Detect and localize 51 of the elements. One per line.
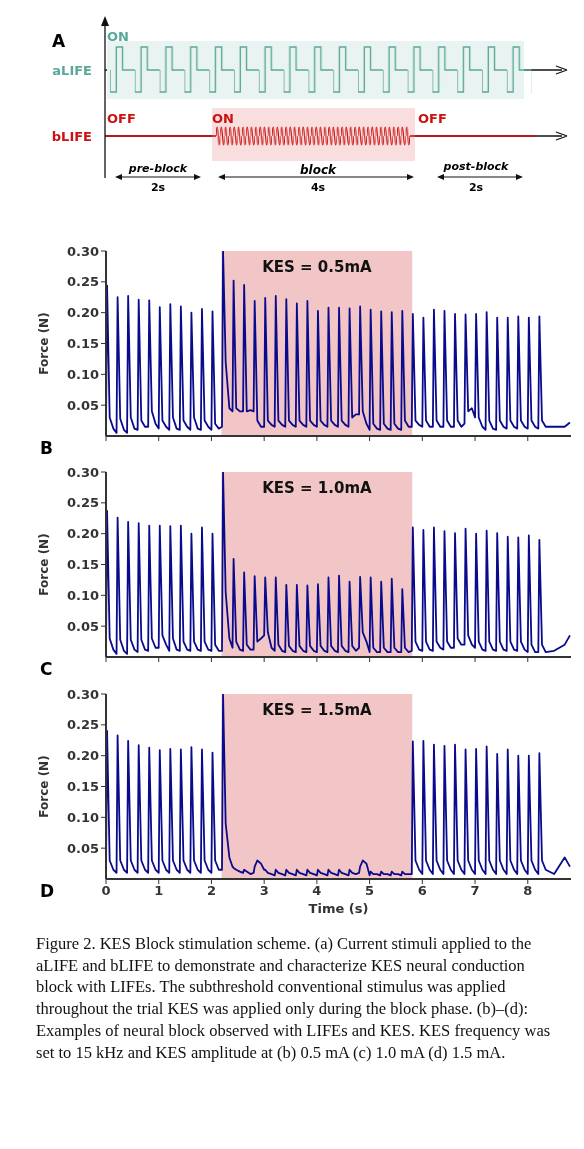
x-tick-label: 6 [417,883,427,899]
y-tick-label: 0.30 [66,464,99,480]
text: aLIFE [52,63,92,78]
x-tick-label: 1 [154,883,164,899]
y-tick-label: 0.25 [66,274,99,290]
y-tick-label: 0.05 [66,397,99,413]
text: 2s [150,181,166,194]
y-tick-label: 0.10 [66,366,99,382]
text: C [40,659,53,679]
y-tick-label: 0.15 [66,336,99,352]
text: block [299,163,338,177]
y-tick-label: 0.20 [66,526,99,542]
y-tick-label: 0.20 [66,748,99,764]
text: B [40,438,53,458]
y-tick-label: 0.05 [66,840,99,856]
x-tick-label: 4 [312,883,322,899]
y-tick-label: 0.15 [66,779,99,795]
text: OFF [418,111,447,126]
text: ON [212,111,234,126]
x-axis-title: Time (s) [308,901,369,916]
y-axis-title: Force (N) [37,312,52,375]
text: OFF [107,111,136,126]
y-axis-title: Force (N) [37,755,52,818]
text: 4s [310,181,326,194]
text: D [40,881,55,901]
band-label: KES = 0.5mA [262,257,373,276]
y-tick-label: 0.10 [66,587,99,603]
text: A [52,31,66,51]
x-tick-label: 0 [101,883,111,899]
y-tick-label: 0.30 [66,243,99,259]
y-tick-label: 0.10 [66,809,99,825]
text: post-block [442,160,510,173]
band-label: KES = 1.5mA [262,700,373,719]
x-tick-label: 8 [523,883,533,899]
y-axis-title: Force (N) [37,533,52,596]
text: pre-block [127,162,188,175]
y-tick-label: 0.15 [66,557,99,573]
y-tick-label: 0.25 [66,495,99,511]
text: bLIFE [51,129,92,144]
y-tick-label: 0.20 [66,305,99,321]
x-tick-label: 2 [206,883,216,899]
caption: Figure 2. KES Block stimulation scheme. (a) Current stimuli applied to the aLIFE and bLIFE to demonstrate and characterize KES neural conduction block with LIFEs. The subthreshold conventional stimulus was applied throughout the trial KES was applied only during the block phase. (b)–(d): Examples of neural block observed with LIFEs and KES. KES frequency was set to 15 kHz and KES amplitude at (b) 0.5 mA (c) 1.0 mA (d) 1.5 mA. [36,933,552,1064]
x-tick-label: 7 [470,883,480,899]
y-tick-label: 0.05 [66,618,99,634]
y-tick-label: 0.25 [66,717,99,733]
text: 2s [468,181,484,194]
band-label: KES = 1.0mA [262,478,373,497]
y-tick-label: 0.30 [66,686,99,702]
text: ON [107,29,129,44]
x-tick-label: 5 [365,883,375,899]
x-tick-label: 3 [259,883,269,899]
